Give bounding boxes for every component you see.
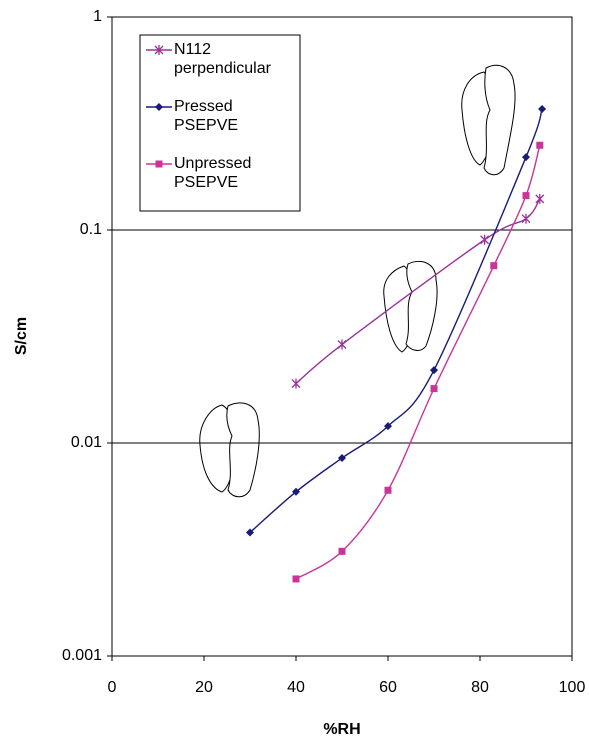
y-axis-label: S/cm [13,317,30,355]
marker [536,141,544,149]
marker [384,486,392,494]
x-tick-label: 0 [108,679,117,696]
y-tick-label: 1 [93,8,102,25]
x-axis-label: %RH [323,721,360,738]
marker [292,575,300,583]
marker [430,366,438,375]
marker [246,528,254,537]
marker [338,454,346,463]
marker [291,378,301,389]
marker [384,422,392,431]
y-tick-label: 0.1 [80,221,102,238]
x-tick-label: 100 [559,679,586,696]
marker [430,385,438,393]
marker [522,192,530,200]
series-line [249,108,543,534]
illustration [199,64,516,498]
legend-label: Pressed PSEPVE [174,98,239,134]
marker [337,339,347,350]
marker [480,234,490,245]
legend-marker [155,103,163,111]
marker [522,153,530,162]
marker [535,193,545,204]
marker [338,547,346,555]
plot-frame [111,16,573,657]
marker [521,213,531,224]
legend-label: N112 perpendicular [174,41,271,77]
legend-box [139,34,301,212]
marker [538,104,547,113]
legend-label: Unpressed PSEPVE [174,155,252,191]
x-tick-label: 40 [287,679,305,696]
y-tick-label: 0.001 [62,647,102,664]
legend-marker [155,160,163,168]
y-tick-label: 0.01 [71,434,102,451]
x-tick-label: 20 [195,679,213,696]
marker [292,487,300,496]
x-tick-label: 80 [471,679,489,696]
x-tick-label: 60 [379,679,397,696]
legend-marker [154,45,164,55]
marker [490,262,498,270]
